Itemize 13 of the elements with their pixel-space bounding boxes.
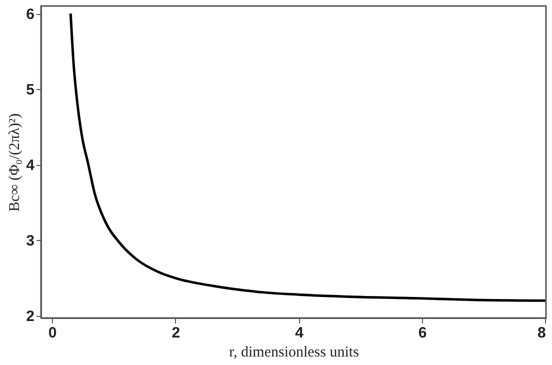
x-tick-label: 2: [172, 324, 180, 342]
x-tick-label: 0: [48, 324, 57, 342]
x-tick-label: 4: [295, 324, 304, 342]
x-tick-label: 6: [418, 324, 427, 342]
y-tick-label: 2: [26, 308, 34, 326]
y-tick-label: 5: [26, 82, 34, 99]
y-tick-label: 6: [26, 6, 34, 24]
x-tick-label: 8: [538, 324, 546, 342]
line-series: [69, 12, 546, 302]
y-axis-title: Bc∞ (Φ₀/(2πλ)²): [7, 113, 24, 212]
y-tick-label: 4: [26, 157, 36, 174]
x-axis-title: r, dimensionless units: [229, 344, 360, 360]
y-tick-label: 3: [26, 232, 34, 250]
